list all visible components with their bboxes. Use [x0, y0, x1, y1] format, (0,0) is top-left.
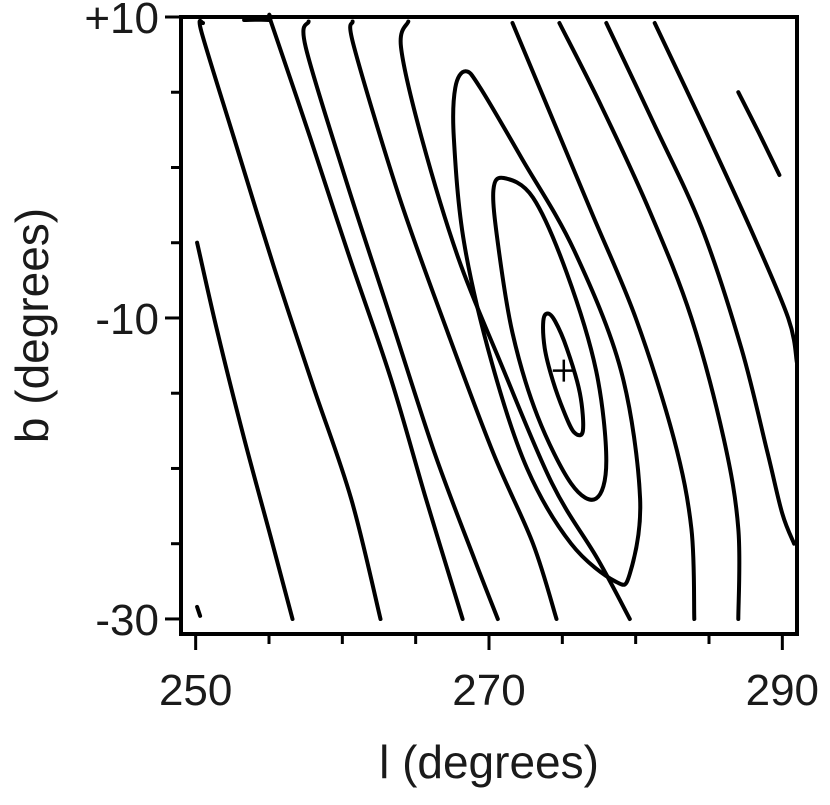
contour-line-2: [195, 240, 295, 621]
tick-label-layer: 250 270 290 +10 -10 -30: [84, 0, 819, 715]
y-tick-label--30: -30: [95, 596, 159, 645]
x-tick-label-290: 290: [746, 666, 819, 715]
contour-line-5: [301, 19, 500, 621]
y-tick-label-+10: +10: [84, 0, 159, 43]
contour-line-15: [736, 90, 782, 177]
contour-line-8: [451, 69, 643, 587]
tick-layer: [165, 15, 784, 650]
contour-line-4: [242, 12, 465, 621]
contour-line-14: [652, 21, 799, 366]
contour-layer: [195, 12, 799, 621]
contour-line-6: [348, 19, 559, 621]
peak-marker: [552, 359, 575, 382]
x-tick-label-270: 270: [452, 666, 525, 715]
contour-line-12: [557, 21, 742, 621]
x-tick-label-250: 250: [159, 666, 232, 715]
contour-line-13: [604, 21, 797, 546]
contour-line-11: [510, 21, 697, 621]
x-axis-title: l (degrees): [379, 736, 599, 788]
y-tick-label--10: -10: [95, 295, 159, 344]
contour-line-1: [195, 604, 203, 618]
contour-line-10: [541, 311, 586, 438]
marker-layer: [552, 359, 575, 382]
contour-line-9: [491, 175, 609, 502]
y-axis-title: b (degrees): [6, 208, 58, 443]
contour-line-3: [197, 18, 383, 621]
